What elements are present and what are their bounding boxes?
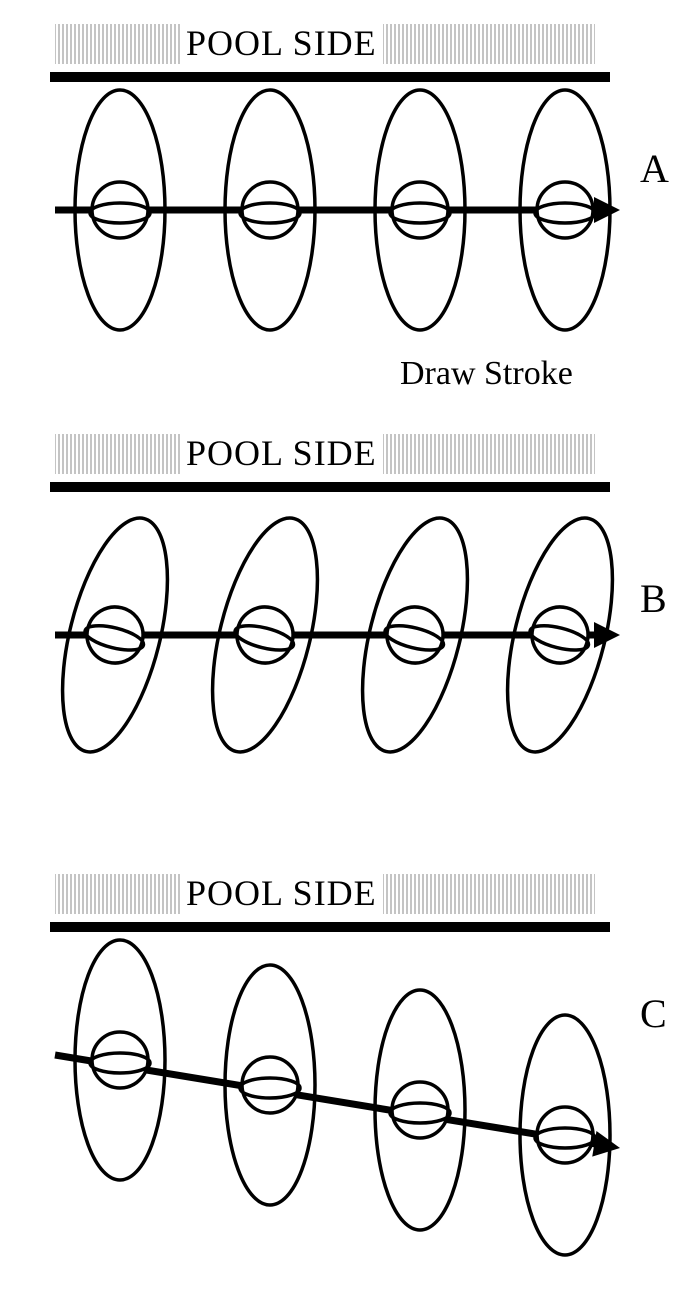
paddler-head	[240, 182, 300, 238]
panel-label-c: C	[640, 990, 667, 1037]
paddler-head	[390, 182, 450, 238]
kayak-diagram-svg	[0, 10, 700, 430]
paddler-head	[90, 1032, 150, 1088]
paddler-head	[535, 182, 595, 238]
panel-a: POOL SIDEA	[0, 10, 700, 430]
paddler-head	[79, 601, 151, 670]
paddler-head	[229, 601, 301, 670]
paddler-head	[390, 1082, 450, 1138]
diagram-container: POOL SIDEAPOOL SIDEBPOOL SIDEC Draw Strok…	[0, 0, 700, 1297]
panel-b: POOL SIDEB	[0, 420, 700, 840]
panel-label-b: B	[640, 575, 667, 622]
panel-c: POOL SIDEC	[0, 860, 700, 1280]
paddler-head	[90, 182, 150, 238]
paddler-head	[524, 601, 596, 670]
paddler-head	[535, 1107, 595, 1163]
paddler-head	[379, 601, 451, 670]
paddler-head	[240, 1057, 300, 1113]
kayak-diagram-svg	[0, 860, 700, 1280]
kayak-diagram-svg	[0, 420, 700, 840]
draw-stroke-label: Draw Stroke	[400, 355, 573, 393]
panel-label-a: A	[640, 145, 669, 192]
